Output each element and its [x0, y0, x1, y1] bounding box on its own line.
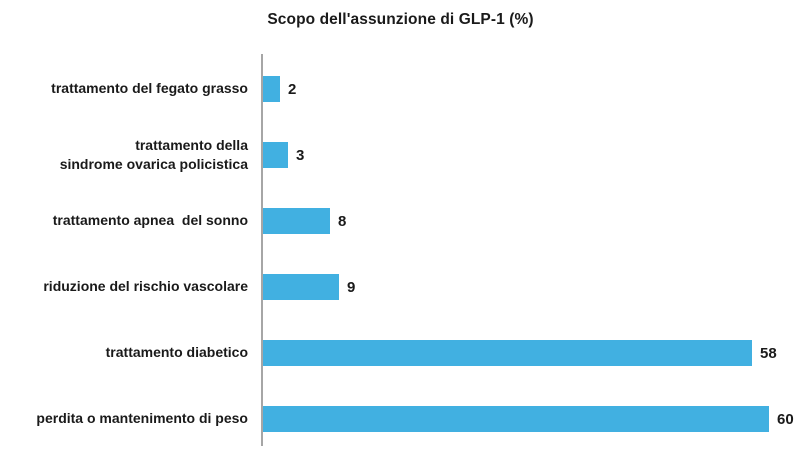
category-label: trattamento della sindrome ovarica polic… — [59, 136, 248, 172]
category-label: perdita o mantenimento di peso — [36, 410, 248, 427]
category-label: trattamento apnea del sonno — [52, 212, 248, 229]
bar — [263, 274, 339, 300]
value-label: 58 — [760, 344, 777, 362]
y-axis-line — [261, 54, 263, 446]
bar — [263, 76, 280, 102]
value-label: 8 — [338, 212, 347, 230]
chart-rows: trattamento del fegato grasso 2 trattament… — [0, 56, 801, 452]
chart-row: perdita o mantenimento di peso 60 — [0, 386, 801, 452]
bar — [263, 406, 769, 432]
category-label: trattamento diabetico — [105, 344, 248, 361]
value-label: 3 — [296, 146, 305, 164]
chart-title: Scopo dell'assunzione di GLP-1 (%) — [267, 11, 534, 28]
chart-row: trattamento apnea del sonno 8 — [0, 188, 801, 254]
value-label: 9 — [347, 278, 356, 296]
bar — [263, 340, 752, 366]
chart-row: trattamento della sindrome ovarica polic… — [0, 122, 801, 188]
value-label: 60 — [777, 410, 794, 428]
category-label: trattamento del fegato grasso — [51, 80, 248, 97]
category-label: riduzione del rischio vascolare — [43, 278, 248, 295]
chart-row: trattamento del fegato grasso 2 — [0, 56, 801, 122]
chart-row: trattamento diabetico 58 — [0, 320, 801, 386]
chart-row: riduzione del rischio vascolare 9 — [0, 254, 801, 320]
value-label: 2 — [288, 80, 297, 98]
bar — [263, 208, 330, 234]
bar — [263, 142, 288, 168]
